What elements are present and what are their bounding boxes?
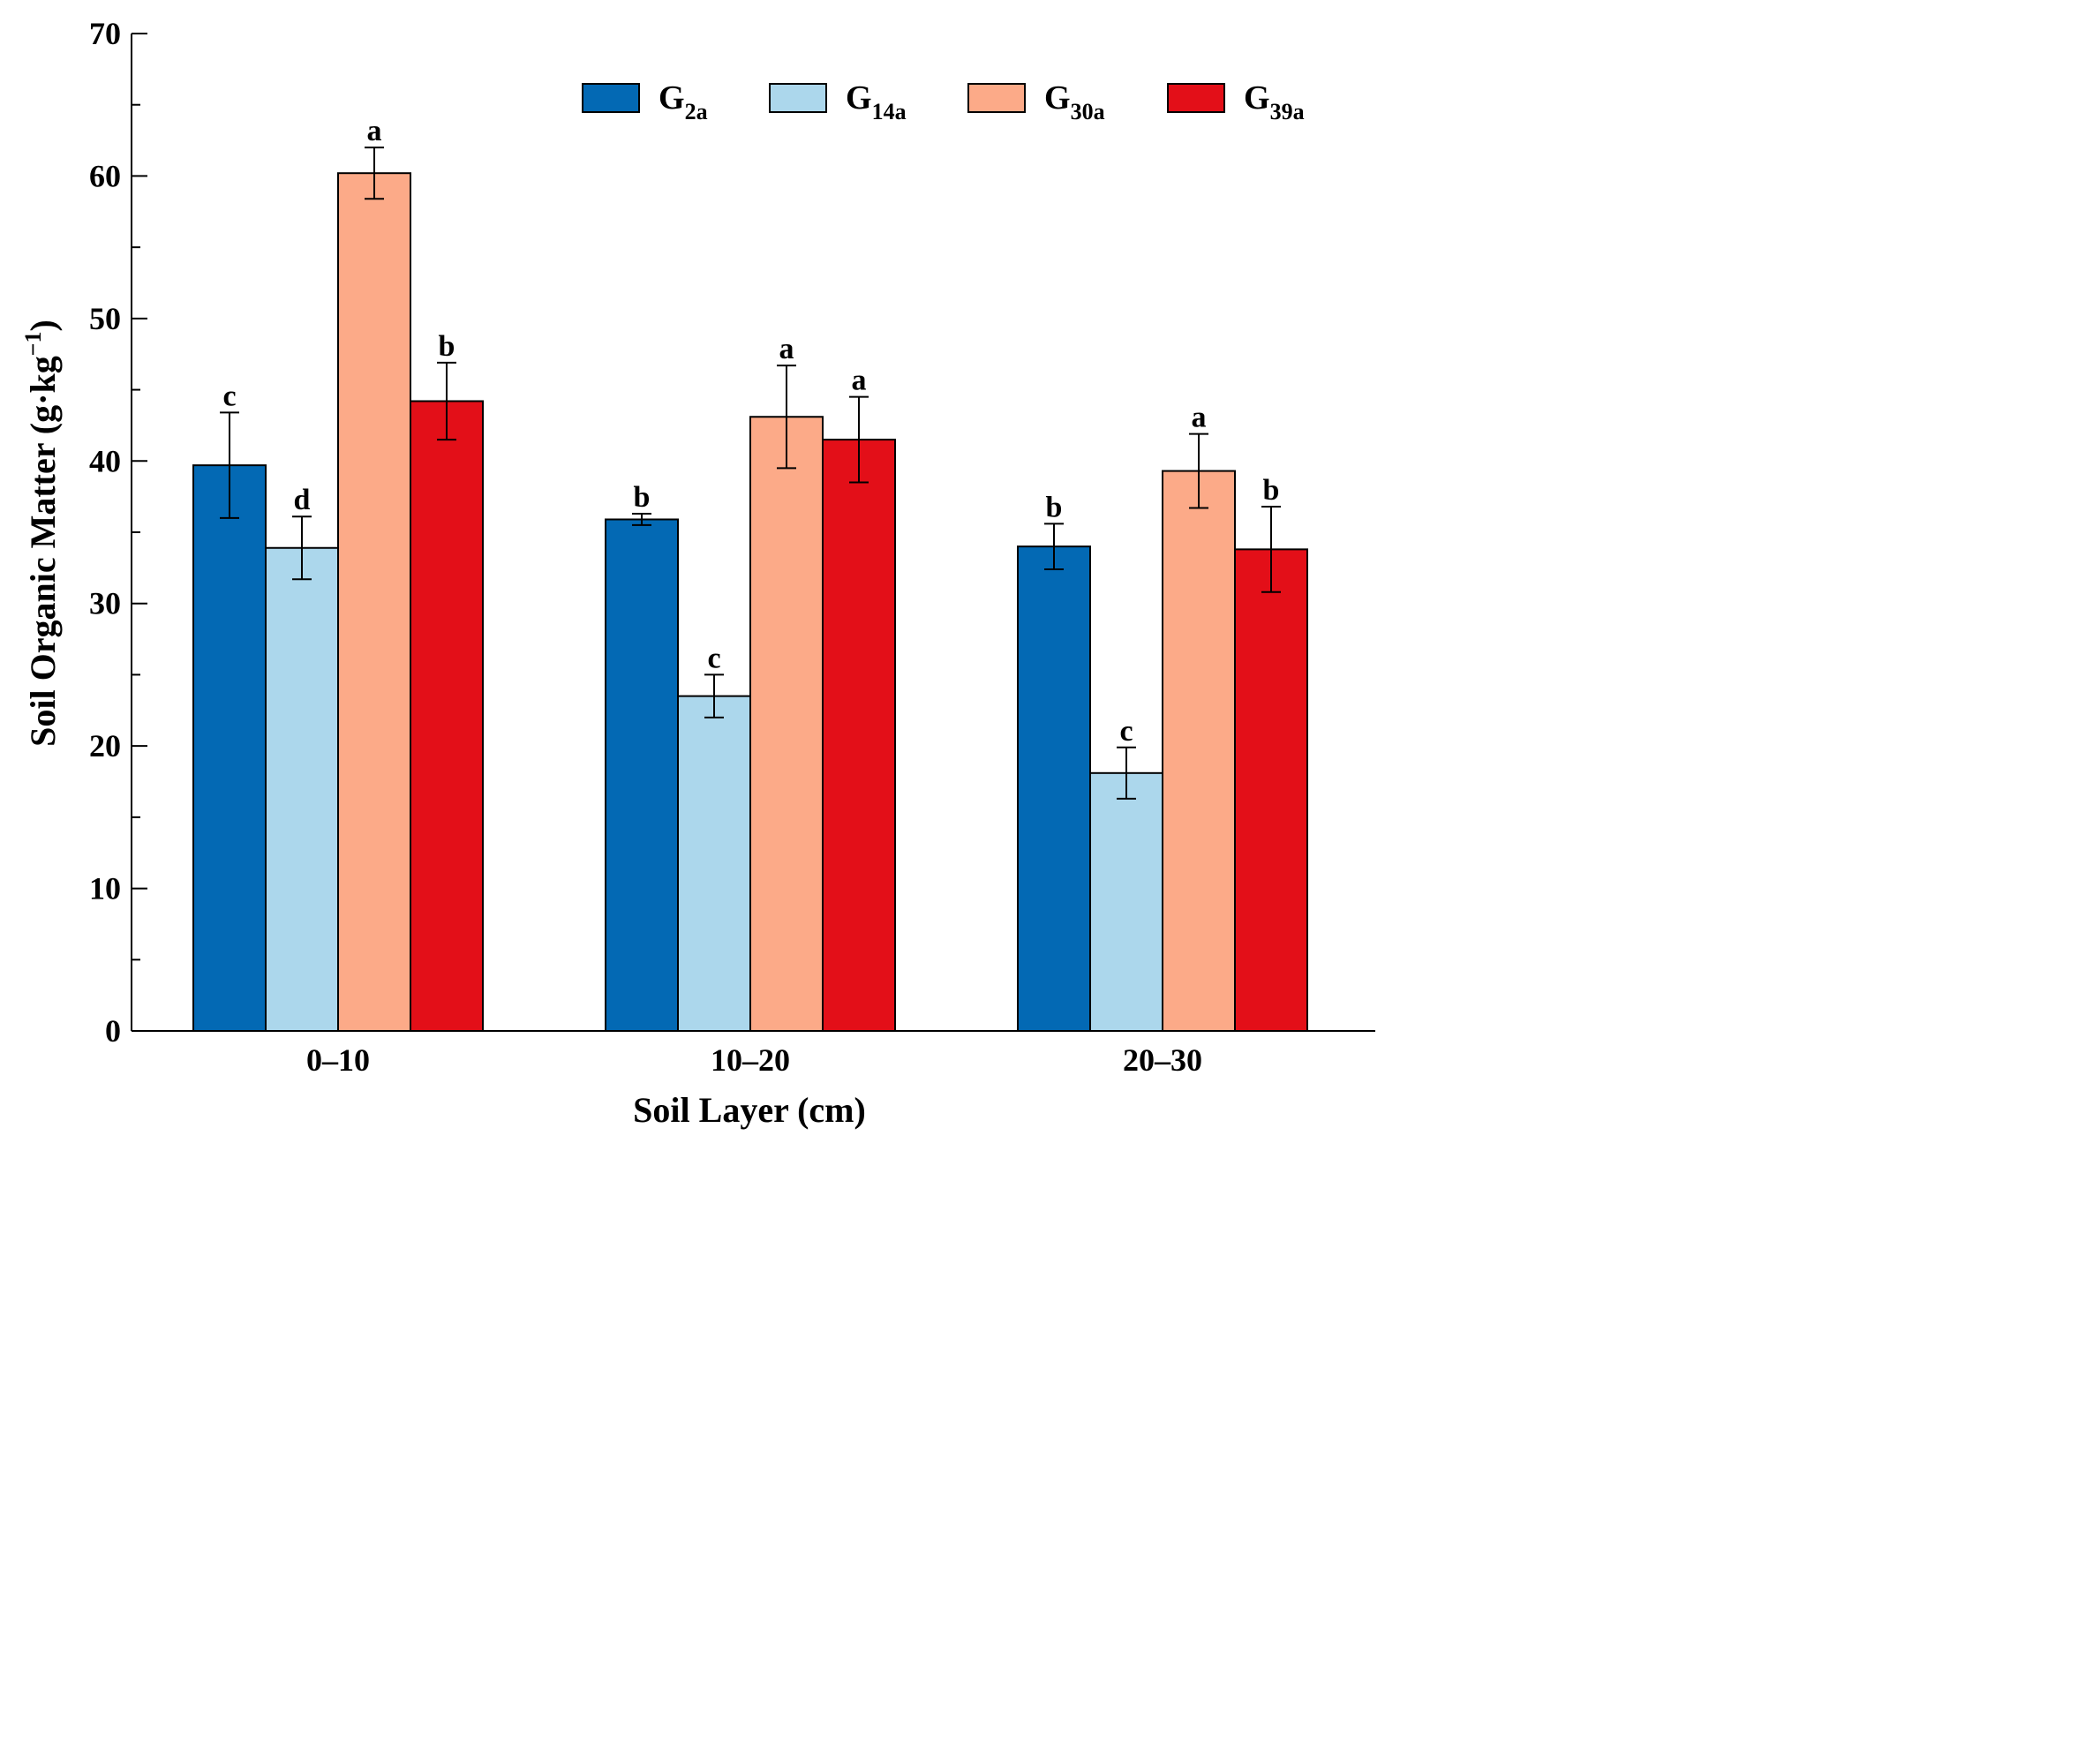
y-tick-label: 70 bbox=[89, 16, 121, 51]
bar-G2a-2 bbox=[1017, 545, 1091, 1032]
significance-letter: b bbox=[1046, 491, 1063, 523]
legend-swatch bbox=[769, 83, 827, 113]
legend-swatch bbox=[967, 83, 1026, 113]
significance-letters: c b b d c c a a a b a b bbox=[222, 115, 1279, 748]
legend-swatch bbox=[582, 83, 640, 113]
legend-swatch bbox=[1167, 83, 1225, 113]
x-tick-label: 20–30 bbox=[1123, 1042, 1202, 1078]
y-tick-label: 30 bbox=[89, 586, 121, 621]
significance-letter: c bbox=[222, 380, 236, 412]
y-tick-label: 10 bbox=[89, 871, 121, 906]
significance-letter: b bbox=[634, 481, 651, 514]
bar-G30a-0 bbox=[337, 172, 411, 1032]
y-tick-label: 20 bbox=[89, 728, 121, 763]
y-tick-label: 50 bbox=[89, 301, 121, 336]
significance-letter: a bbox=[852, 365, 867, 397]
legend-label: G2a bbox=[659, 79, 708, 124]
y-axis-title-close: ) bbox=[23, 320, 63, 331]
legend-item-G14a: G14a bbox=[769, 79, 907, 124]
bar-G30a-2 bbox=[1162, 470, 1236, 1032]
bar-G30a-1 bbox=[749, 416, 824, 1032]
legend-label: G39a bbox=[1244, 79, 1305, 124]
y-tick-label: 60 bbox=[89, 158, 121, 193]
significance-letter: a bbox=[779, 333, 794, 365]
x-tick-label: 0–10 bbox=[306, 1042, 370, 1078]
legend-label: G14a bbox=[846, 79, 907, 124]
legend: G2a G14a G30a G39a bbox=[582, 79, 1305, 124]
y-axis-title-main: Soil Organic Matter (g·kg bbox=[23, 356, 63, 747]
bar-G2a-0 bbox=[192, 464, 267, 1032]
significance-letter: d bbox=[294, 484, 311, 516]
y-axis-title: Soil Organic Matter (g·kg−1) bbox=[20, 320, 63, 747]
bar-G14a-1 bbox=[677, 695, 751, 1033]
bar-G14a-2 bbox=[1089, 771, 1163, 1032]
legend-item-G30a: G30a bbox=[967, 79, 1105, 124]
x-axis-title: Soil Layer (cm) bbox=[633, 1090, 866, 1130]
significance-letter: a bbox=[367, 115, 382, 147]
bar-chart: 0 10 20 30 40 50 60 70 c b b d c c a a a b a b 0–10 10–20 20… bbox=[20, 16, 1375, 1130]
x-tick-labels: 0–10 10–20 20–30 bbox=[306, 1042, 1202, 1078]
legend-item-G2a: G2a bbox=[582, 79, 708, 124]
x-tick-label: 10–20 bbox=[711, 1042, 790, 1078]
y-ticks: 0 10 20 30 40 50 60 70 bbox=[89, 16, 147, 1049]
significance-letter: b bbox=[439, 330, 455, 363]
y-axis-title-sup: −1 bbox=[20, 331, 46, 356]
bar-G2a-1 bbox=[605, 518, 679, 1032]
y-tick-label: 40 bbox=[89, 443, 121, 478]
significance-letter: a bbox=[1192, 402, 1207, 434]
bar-G14a-0 bbox=[265, 546, 339, 1032]
bar-G39a-2 bbox=[1234, 548, 1308, 1032]
y-tick-label: 0 bbox=[105, 1013, 121, 1049]
error-bars bbox=[220, 147, 1281, 800]
bar-G39a-1 bbox=[822, 439, 896, 1033]
legend-label: G30a bbox=[1044, 79, 1105, 124]
significance-letter: c bbox=[707, 642, 720, 674]
bar-G39a-0 bbox=[410, 400, 484, 1032]
significance-letter: c bbox=[1119, 715, 1133, 748]
bars bbox=[192, 172, 1308, 1033]
legend-item-G39a: G39a bbox=[1167, 79, 1305, 124]
significance-letter: b bbox=[1263, 474, 1280, 507]
